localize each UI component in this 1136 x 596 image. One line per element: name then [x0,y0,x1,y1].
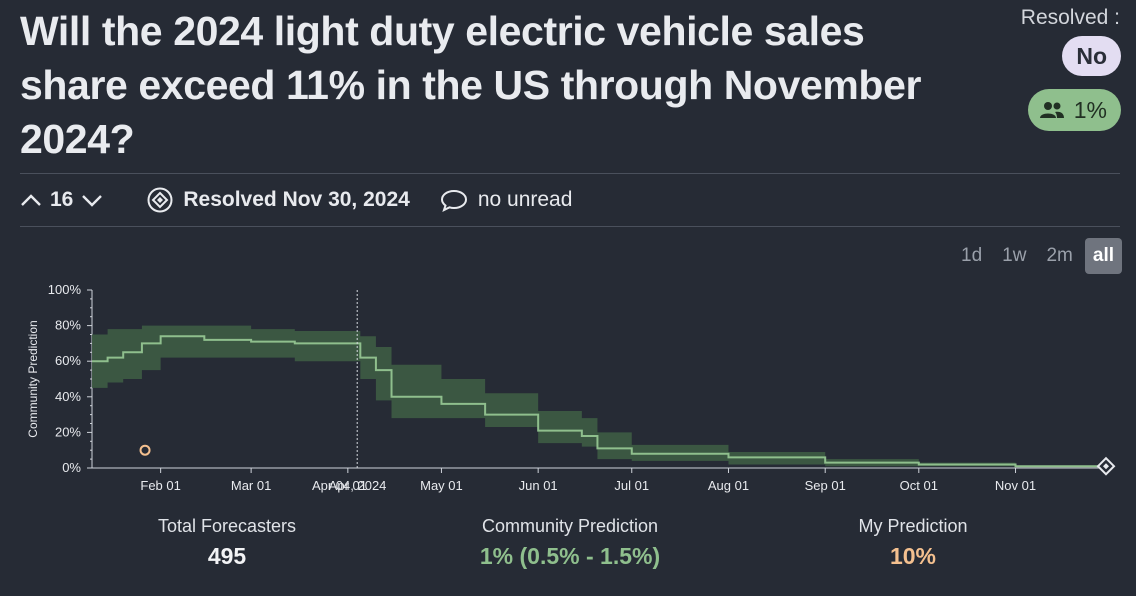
comment-icon [440,189,467,212]
x-tick-label: Nov 01 [995,478,1036,493]
chevron-down-icon[interactable] [81,193,103,207]
prediction-line [92,335,1106,468]
x-tick-label: Feb 01 [140,478,180,493]
my-prediction-value: 10% [889,543,937,569]
my-prediction-stat: My Prediction 10% [763,516,1063,570]
vote-count: 16 [50,188,74,211]
range-1w-button[interactable]: 1w [1002,245,1027,266]
resolved-date: Resolved Nov 30, 2024 [183,188,410,211]
x-tick-label: Apr 01 [329,478,367,493]
y-tick-label: 60% [55,353,81,368]
resolution-diamond-core [1103,463,1109,470]
users-icon [1039,102,1064,118]
total-forecasters-value: 495 [207,543,247,569]
y-tick-label: 0% [62,460,81,475]
x-tick-label: Jun 01 [519,478,558,493]
community-prediction-badge-value: 1% [1073,97,1107,123]
y-tick-label: 100% [48,282,82,297]
comments-link[interactable]: no unread [440,188,573,212]
x-tick-label: Aug 01 [708,478,749,493]
x-tick-label: Jul 01 [614,478,649,493]
question-title: Will the 2024 light duty electric vehicl… [20,8,922,162]
question-meta-bar: 16 Resolved Nov 30, 2024 no unread [20,174,1120,226]
community-prediction-stat: Community Prediction 1% (0.5% - 1.5%) [420,516,720,570]
time-range-selector: 1d 1w 2m all [953,238,1122,274]
x-tick-label: May 01 [420,478,463,493]
community-prediction-chart[interactable]: Community Prediction 0% 20% 40% 60% 80% 100% Fe… [0,278,1136,506]
resolved-diamond-icon [147,187,173,213]
range-1d-button[interactable]: 1d [961,245,983,266]
confidence-band [92,325,1106,468]
total-forecasters-stat: Total Forecasters 495 [77,516,377,570]
resolved-status: Resolved Nov 30, 2024 [147,187,410,213]
y-axis-label: Community Prediction [26,320,40,437]
x-tick-label: Sep 01 [805,478,846,493]
range-all-button[interactable]: all [1084,238,1122,274]
y-tick-label: 20% [55,424,81,439]
total-forecasters-label: Total Forecasters [157,516,297,536]
community-prediction-badge[interactable]: 1% [1027,89,1121,131]
resolved-label: Resolved : [1020,6,1120,29]
y-tick-label: 40% [55,389,81,404]
comments-status: no unread [477,188,573,211]
my-prediction-label: My Prediction [858,516,968,536]
y-tick-label: 80% [55,318,81,333]
community-prediction-label: Community Prediction [481,516,659,536]
x-tick-label: Oct 01 [900,478,938,493]
chevron-up-icon[interactable] [20,193,42,207]
community-prediction-value: 1% (0.5% - 1.5%) [479,543,661,569]
resolution-badge: No [1062,36,1121,76]
date-marker-label: Apr 04, 2024 [312,478,386,493]
divider-top [20,173,1120,174]
my-prediction-marker [139,444,151,456]
divider-bottom [20,226,1120,227]
vote-control: 16 [20,188,103,212]
x-tick-label: Mar 01 [231,478,271,493]
range-2m-button[interactable]: 2m [1046,245,1073,266]
